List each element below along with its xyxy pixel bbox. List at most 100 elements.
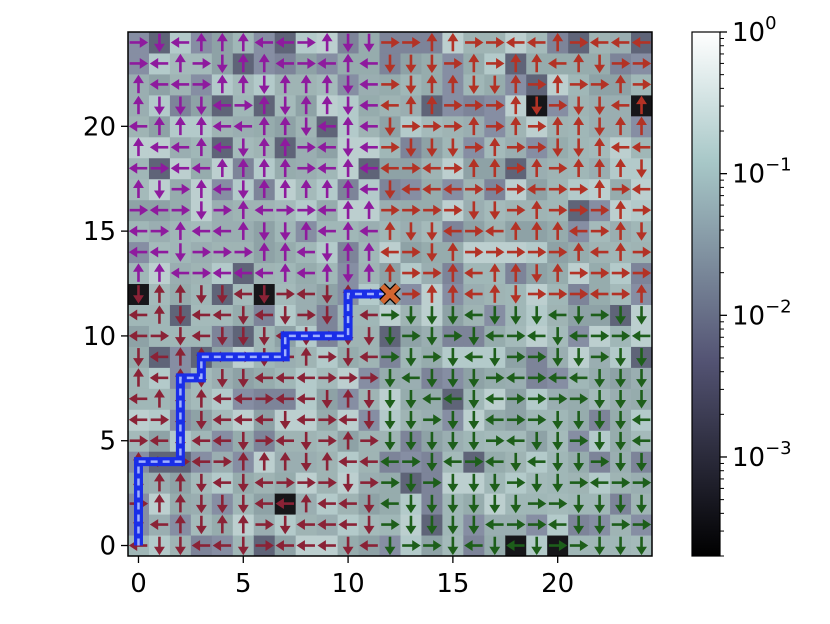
policy-arrow bbox=[133, 348, 144, 367]
policy-arrow bbox=[297, 162, 316, 174]
policy-arrow bbox=[569, 393, 589, 405]
policy-arrow bbox=[465, 99, 484, 111]
policy-arrow bbox=[468, 473, 480, 493]
policy-arrow bbox=[258, 116, 270, 136]
policy-arrow bbox=[489, 263, 501, 282]
policy-arrow bbox=[569, 78, 589, 90]
policy-arrow bbox=[237, 431, 249, 451]
policy-arrow bbox=[531, 264, 543, 283]
policy-arrow bbox=[489, 284, 501, 303]
policy-arrow bbox=[527, 120, 547, 132]
policy-arrow bbox=[133, 179, 144, 199]
policy-arrow bbox=[615, 348, 627, 367]
x-tick-label: 15 bbox=[436, 569, 469, 599]
colorbar-tick-label: 10−3 bbox=[732, 438, 792, 473]
policy-arrow bbox=[610, 37, 630, 48]
policy-arrow bbox=[297, 37, 316, 48]
policy-arrow bbox=[611, 519, 631, 531]
policy-arrow bbox=[527, 393, 547, 405]
policy-arrow bbox=[402, 37, 421, 48]
policy-arrow bbox=[510, 452, 522, 472]
policy-arrow bbox=[447, 138, 459, 157]
x-tick-label: 20 bbox=[541, 569, 574, 599]
policy-arrow bbox=[258, 137, 270, 157]
trajectory-path bbox=[133, 289, 390, 546]
policy-arrow bbox=[213, 204, 232, 216]
policy-arrow bbox=[258, 158, 270, 178]
policy-arrow bbox=[615, 431, 627, 451]
policy-arrow bbox=[489, 137, 501, 157]
policy-arrow bbox=[381, 477, 400, 489]
axes: 0 5 10 15 20 0 5 10 15 20 bbox=[83, 112, 574, 599]
policy-arrow bbox=[594, 515, 606, 535]
policy-arrow bbox=[276, 477, 295, 489]
policy-arrow bbox=[465, 183, 484, 195]
policy-arrow bbox=[363, 242, 375, 261]
policy-arrow bbox=[170, 78, 190, 90]
policy-arrow bbox=[363, 410, 375, 430]
policy-arrow bbox=[489, 494, 501, 514]
policy-arrow bbox=[527, 288, 547, 300]
policy-arrow bbox=[401, 372, 420, 384]
policy-arrow bbox=[170, 162, 190, 174]
policy-arrow bbox=[381, 78, 400, 90]
policy-arrow bbox=[443, 225, 462, 237]
policy-arrow bbox=[212, 267, 232, 279]
policy-arrow bbox=[569, 288, 589, 300]
policy-arrow bbox=[468, 431, 480, 451]
policy-arrow bbox=[174, 243, 186, 262]
policy-arrow bbox=[279, 263, 291, 282]
policy-arrow bbox=[279, 96, 291, 116]
policy-arrow bbox=[552, 431, 564, 451]
policy-arrow bbox=[594, 179, 606, 199]
policy-arrow bbox=[258, 222, 270, 241]
policy-arrow bbox=[573, 515, 585, 535]
policy-arrow bbox=[590, 78, 610, 90]
policy-arrow bbox=[216, 74, 228, 94]
policy-arrow bbox=[444, 162, 463, 174]
policy-arrow bbox=[485, 414, 504, 426]
policy-arrow bbox=[128, 393, 148, 405]
policy-arrow bbox=[195, 389, 207, 408]
policy-arrow bbox=[447, 536, 459, 556]
policy-arrow bbox=[590, 330, 610, 342]
policy-arrow bbox=[548, 162, 568, 174]
policy-arrow bbox=[573, 348, 585, 367]
policy-arrow bbox=[342, 221, 354, 240]
policy-arrow bbox=[531, 53, 543, 73]
policy-arrow bbox=[531, 306, 543, 325]
y-tick-label: 10 bbox=[83, 322, 116, 352]
policy-arrow bbox=[615, 158, 627, 178]
policy-arrow bbox=[321, 74, 333, 94]
policy-arrow bbox=[153, 305, 165, 324]
policy-arrow bbox=[342, 96, 354, 116]
policy-arrow bbox=[615, 536, 627, 556]
policy-arrow bbox=[212, 183, 232, 195]
policy-arrow bbox=[195, 285, 207, 304]
policy-arrow bbox=[569, 540, 589, 551]
policy-arrow bbox=[506, 540, 525, 551]
policy-arrow bbox=[363, 327, 375, 346]
colorbar-tick-label: 10−1 bbox=[732, 155, 792, 190]
policy-arrow bbox=[527, 456, 546, 468]
policy-arrow bbox=[426, 95, 438, 115]
policy-arrow bbox=[150, 162, 170, 174]
policy-arrow bbox=[255, 519, 274, 531]
policy-arrow bbox=[321, 306, 333, 325]
policy-arrow bbox=[632, 78, 652, 90]
policy-arrow bbox=[573, 306, 585, 325]
policy-arrow bbox=[174, 116, 186, 136]
policy-arrow bbox=[510, 285, 522, 304]
policy-arrow bbox=[191, 330, 211, 342]
policy-arrow bbox=[527, 183, 546, 195]
policy-arrow bbox=[237, 327, 249, 346]
policy-arrow bbox=[213, 456, 232, 468]
policy-arrow bbox=[192, 267, 212, 279]
policy-arrow bbox=[216, 369, 228, 388]
policy-arrow bbox=[590, 309, 610, 321]
policy-arrow bbox=[381, 351, 400, 363]
policy-arrow bbox=[510, 74, 522, 94]
policy-arrow bbox=[402, 120, 421, 132]
policy-arrow bbox=[384, 389, 396, 409]
policy-arrow bbox=[531, 431, 543, 451]
